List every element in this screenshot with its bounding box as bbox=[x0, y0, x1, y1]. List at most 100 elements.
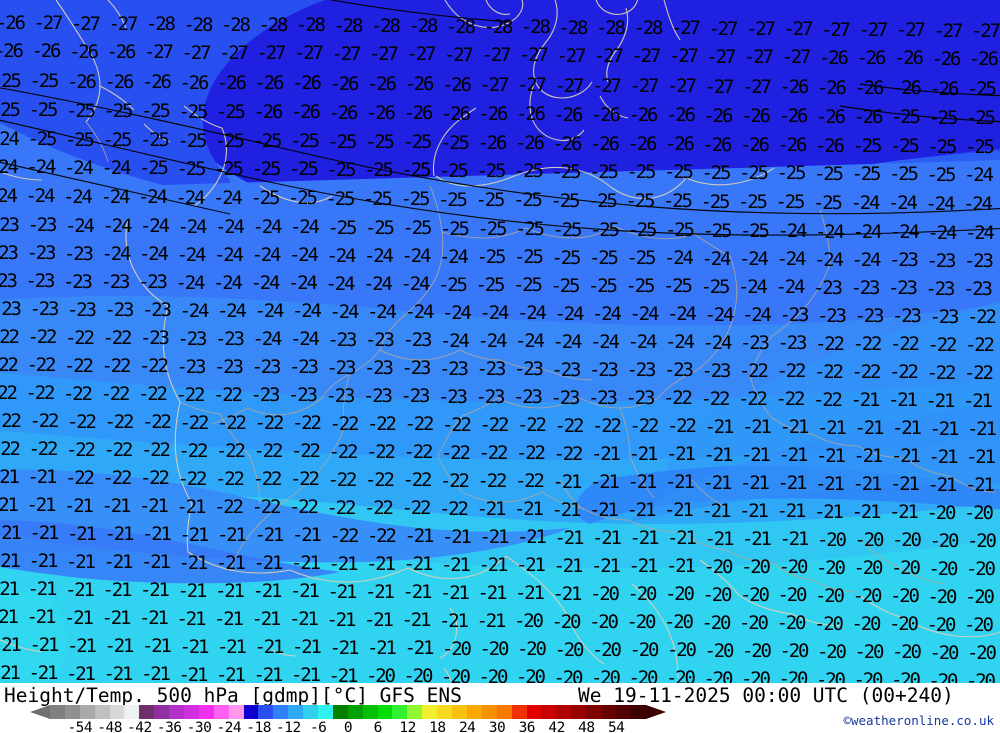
gridpoint-value: -25 bbox=[363, 188, 393, 210]
gridpoint-value: -22 bbox=[554, 414, 585, 437]
gridpoint-value: -20 bbox=[742, 640, 772, 662]
gridpoint-value: -25 bbox=[588, 189, 618, 212]
gridpoint-value: -25 bbox=[252, 130, 283, 153]
gridpoint-value: -24 bbox=[214, 243, 244, 266]
gridpoint-value: -22 bbox=[27, 326, 58, 349]
colorbar-segment bbox=[198, 705, 214, 719]
gridpoint-value: -23 bbox=[740, 332, 770, 354]
gridpoint-value: -24 bbox=[213, 271, 243, 294]
gridpoint-value: -24 bbox=[851, 248, 882, 271]
gridpoint-value: -22 bbox=[367, 413, 397, 435]
gridpoint-value: -24 bbox=[627, 331, 658, 354]
gridpoint-value: -24 bbox=[254, 300, 285, 323]
gridpoint-value: -25 bbox=[475, 188, 506, 211]
gridpoint-value: -22 bbox=[327, 468, 358, 491]
gridpoint-value: -21 bbox=[514, 498, 544, 521]
gridpoint-value: -28 bbox=[408, 15, 439, 38]
gridpoint-value: -26 bbox=[441, 102, 471, 125]
gridpoint-value: -26 bbox=[253, 101, 284, 124]
gridpoint-value: -24 bbox=[329, 300, 360, 323]
gridpoint-value: -22 bbox=[927, 333, 958, 356]
gridpoint-value: -25 bbox=[513, 189, 543, 212]
gridpoint-value: -25 bbox=[740, 220, 770, 242]
gridpoint-value: -21 bbox=[703, 443, 734, 466]
gridpoint-value: -21 bbox=[589, 498, 619, 521]
gridpoint-value: -21 bbox=[404, 525, 435, 548]
colorbar-segment bbox=[109, 705, 125, 719]
gridpoint-value: -22 bbox=[814, 360, 844, 383]
gridpoint-value: -23 bbox=[176, 355, 207, 378]
gridpoint-value: -25 bbox=[967, 77, 997, 100]
gridpoint-value: -28 bbox=[221, 13, 251, 36]
gridpoint-value: -21 bbox=[140, 579, 170, 602]
weather-map-canvas[interactable]: -26-27-27-27-28-28-28-28-28-28-28-28-28-… bbox=[0, 0, 1000, 683]
gridpoint-value: -21 bbox=[214, 607, 244, 630]
gridpoint-value: -23 bbox=[476, 357, 507, 380]
gridpoint-value: -20 bbox=[703, 667, 734, 683]
gridpoint-value: -27 bbox=[704, 75, 735, 98]
gridpoint-value: -22 bbox=[66, 438, 96, 461]
gridpoint-value: -22 bbox=[141, 439, 171, 462]
gridpoint-value: -24 bbox=[776, 248, 807, 271]
gridpoint-value: -24 bbox=[702, 331, 733, 354]
gridpoint-value: -23 bbox=[26, 242, 57, 265]
gridpoint-value: -26 bbox=[217, 71, 247, 94]
gridpoint-value: -21 bbox=[0, 606, 19, 628]
gridpoint-value: -23 bbox=[925, 277, 956, 300]
gridpoint-value: -23 bbox=[779, 304, 810, 327]
gridpoint-value: -22 bbox=[326, 496, 357, 519]
gridpoint-value: -27 bbox=[669, 45, 699, 68]
gridpoint-value: -20 bbox=[854, 640, 885, 663]
gridpoint-value: -21 bbox=[179, 523, 210, 546]
gridpoint-value: -25 bbox=[401, 159, 432, 182]
gridpoint-value: -25 bbox=[216, 100, 246, 123]
colorbar-segment bbox=[154, 705, 170, 719]
gridpoint-value: -26 bbox=[815, 134, 845, 157]
gridpoint-value: -21 bbox=[628, 443, 659, 466]
gridpoint-value: -21 bbox=[552, 582, 583, 605]
colorbar-segment bbox=[422, 705, 438, 719]
gridpoint-value: -25 bbox=[551, 160, 582, 183]
gridpoint-value: -26 bbox=[0, 40, 24, 62]
gridpoint-value: -25 bbox=[438, 273, 468, 296]
gridpoint-value: -21 bbox=[779, 528, 810, 551]
gridpoint-value: -22 bbox=[102, 326, 133, 349]
gridpoint-value: -20 bbox=[966, 557, 996, 580]
colorbar-segment bbox=[407, 705, 423, 719]
gridpoint-value: -22 bbox=[104, 410, 135, 433]
gridpoint-value: -27 bbox=[554, 74, 585, 97]
gridpoint-value: -22 bbox=[329, 524, 360, 547]
gridpoint-value: -21 bbox=[553, 554, 584, 577]
gridpoint-value: -21 bbox=[929, 417, 960, 440]
gridpoint-value: -26 bbox=[291, 101, 321, 124]
colorbar-tick-label: -6 bbox=[309, 720, 327, 733]
gridpoint-value: -26 bbox=[817, 76, 847, 99]
gridpoint-value: -24 bbox=[814, 248, 844, 271]
colorbar-tick-label: -12 bbox=[276, 720, 301, 733]
gridpoint-value: -24 bbox=[367, 301, 397, 323]
gridpoint-value: -24 bbox=[177, 215, 208, 238]
gridpoint-value: -27 bbox=[369, 43, 399, 65]
gridpoint-value: -25 bbox=[0, 99, 21, 121]
gridpoint-value: -22 bbox=[101, 354, 132, 377]
gridpoint-value: -25 bbox=[215, 129, 245, 152]
gridpoint-value: -25 bbox=[515, 218, 545, 241]
gridpoint-value: -25 bbox=[27, 128, 58, 151]
gridpoint-value: -25 bbox=[588, 274, 618, 297]
gridpoint-value: -20 bbox=[964, 501, 994, 524]
gridpoint-value: -26 bbox=[67, 70, 97, 93]
gridpoint-value: -26 bbox=[328, 101, 359, 124]
gridpoint-value: -22 bbox=[29, 410, 60, 433]
gridpoint-value: -21 bbox=[439, 609, 469, 632]
gridpoint-value: -21 bbox=[592, 526, 622, 549]
gridpoint-value: -24 bbox=[742, 304, 772, 326]
colorbar-segment bbox=[630, 705, 646, 719]
gridpoint-value: -24 bbox=[217, 299, 247, 322]
gridpoint-value: -23 bbox=[402, 329, 433, 352]
gridpoint-value: -21 bbox=[103, 550, 134, 573]
gridpoint-value: -24 bbox=[63, 185, 93, 208]
gridpoint-value-layer: -26-27-27-27-28-28-28-28-28-28-28-28-28-… bbox=[0, 13, 1000, 684]
gridpoint-value: -24 bbox=[667, 303, 697, 326]
gridpoint-value: -24 bbox=[477, 329, 508, 352]
gridpoint-value: -22 bbox=[700, 387, 731, 410]
